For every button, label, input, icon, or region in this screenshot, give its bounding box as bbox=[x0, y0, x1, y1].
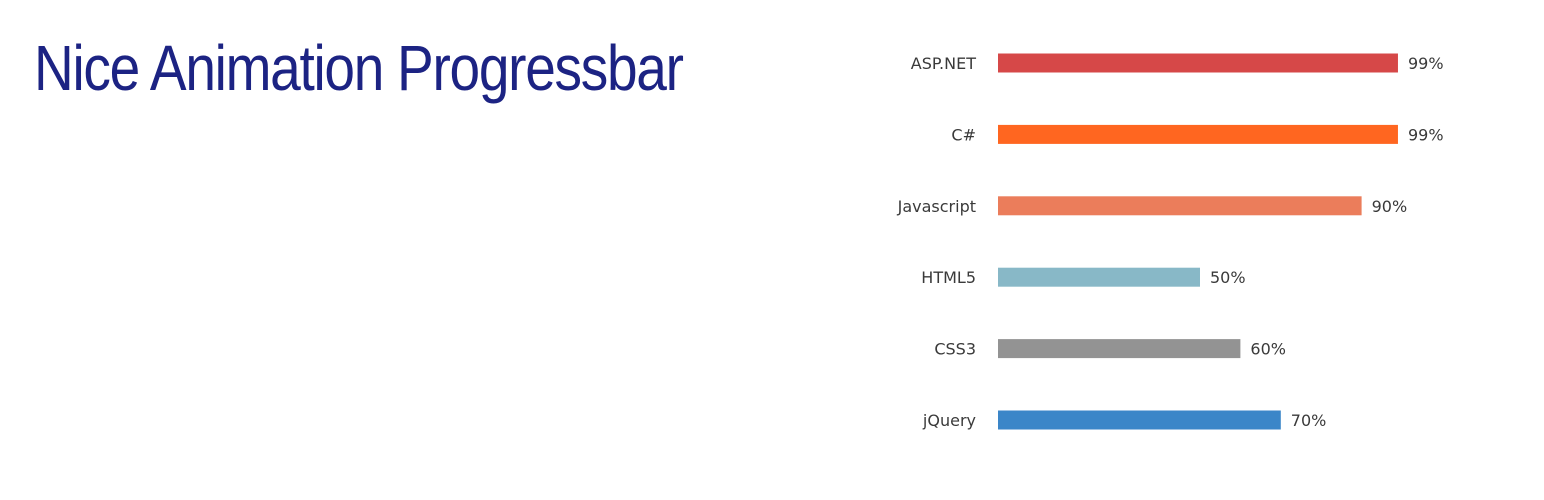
bar-row-javascript: Javascript 90% bbox=[897, 196, 1408, 216]
bar-jquery bbox=[998, 410, 1281, 430]
bar-label-javascript: Javascript bbox=[897, 197, 976, 216]
bar-asp-net bbox=[998, 53, 1398, 73]
bar-label-asp-net: ASP.NET bbox=[911, 54, 976, 73]
value-label-c: 99% bbox=[1408, 125, 1444, 144]
value-label-html5: 50% bbox=[1210, 268, 1246, 287]
bar-javascript bbox=[998, 196, 1362, 216]
bar-row-html5: HTML5 50% bbox=[921, 267, 1246, 287]
bar-row-asp-net: ASP.NET 99% bbox=[911, 53, 1444, 73]
bar-label-css3: CSS3 bbox=[934, 340, 976, 359]
value-label-css3: 60% bbox=[1250, 340, 1286, 359]
value-label-jquery: 70% bbox=[1291, 411, 1327, 430]
bar-row-css3: CSS3 60% bbox=[934, 339, 1286, 359]
bar-label-jquery: jQuery bbox=[922, 411, 976, 430]
bar-row-c: C# 99% bbox=[951, 124, 1444, 144]
bar-label-html5: HTML5 bbox=[921, 268, 976, 287]
bar-css3 bbox=[998, 339, 1241, 359]
page-title: Nice Animation Progressbar bbox=[34, 32, 684, 104]
bar-label-c: C# bbox=[951, 125, 976, 144]
value-label-javascript: 90% bbox=[1372, 197, 1408, 216]
bar-c bbox=[998, 124, 1398, 144]
bar-html5 bbox=[998, 267, 1200, 287]
bar-row-jquery: jQuery 70% bbox=[922, 410, 1327, 430]
value-label-asp-net: 99% bbox=[1408, 54, 1444, 73]
chart-rows: ASP.NET 99% C# 99% Javascript 90% HTML5 50% CSS3… bbox=[897, 53, 1444, 430]
